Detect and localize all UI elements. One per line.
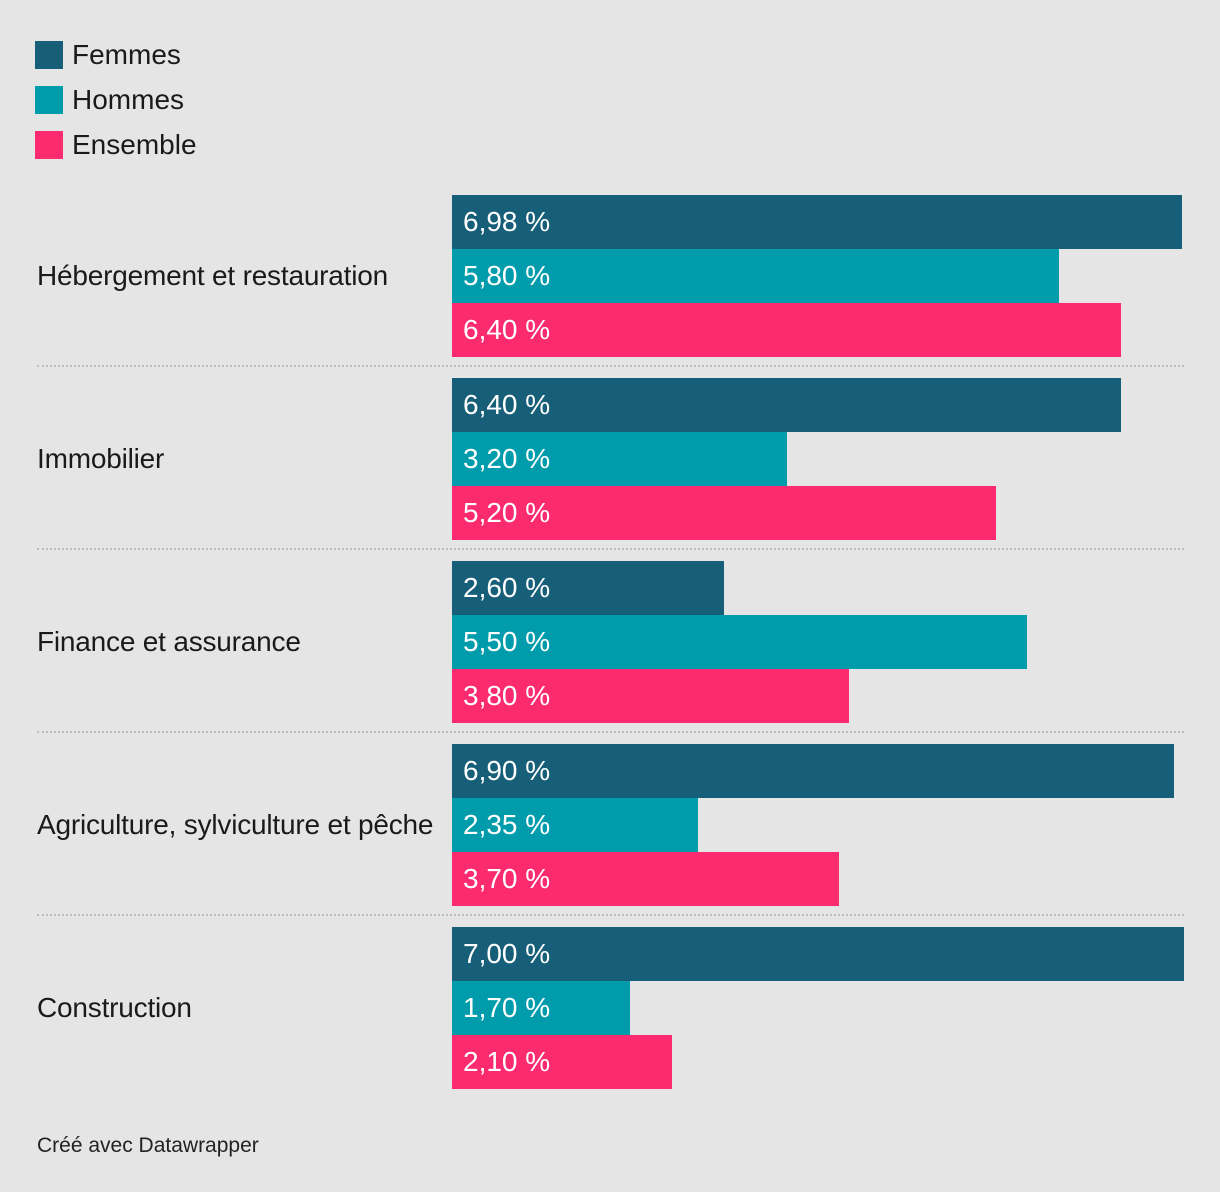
legend-swatch-femmes: [35, 41, 63, 69]
legend: Femmes Hommes Ensemble: [35, 41, 1220, 159]
bar-ensemble: 6,40 %: [452, 303, 1122, 357]
category-label: Hébergement et restauration: [37, 260, 389, 291]
bar-groups: Hébergement et restauration 6,98 % 5,80 % 6…: [0, 195, 1220, 1089]
bar-femmes: 6,40 %: [452, 378, 1122, 432]
category-label: Agriculture, sylviculture et pêche: [37, 809, 434, 840]
bar-ensemble: 3,70 %: [452, 852, 839, 906]
group-separator: [37, 365, 1184, 367]
bar-value-label: 2,35 %: [463, 809, 551, 840]
bar-value-label: 6,98 %: [463, 206, 551, 237]
chart-group-finance-et-assurance: Finance et assurance 2,60 % 5,50 % 3,80 %: [0, 561, 1220, 723]
bar-ensemble: 3,80 %: [452, 669, 850, 723]
bar-value-label: 3,20 %: [463, 443, 551, 474]
bar-femmes: 2,60 %: [452, 561, 724, 615]
bar-hommes: 3,20 %: [452, 432, 787, 486]
category-label: Construction: [37, 992, 192, 1023]
bar-femmes: 7,00 %: [452, 927, 1184, 981]
bar-hommes: 5,50 %: [452, 615, 1028, 669]
datawrapper-attribution[interactable]: Créé avec Datawrapper: [37, 1134, 259, 1157]
bar-value-label: 3,80 %: [463, 680, 551, 711]
bar-value-label: 5,20 %: [463, 497, 551, 528]
legend-item-hommes: Hommes: [35, 86, 1220, 114]
bar-value-label: 6,40 %: [463, 314, 551, 345]
bar-track: 2,60 % 5,50 % 3,80 %: [452, 561, 1184, 723]
group-separator: [37, 914, 1184, 916]
bar-value-label: 5,80 %: [463, 260, 551, 291]
chart-group-construction: Construction 7,00 % 1,70 % 2,10 %: [0, 927, 1220, 1089]
bar-value-label: 2,10 %: [463, 1046, 551, 1077]
legend-label: Hommes: [72, 84, 185, 115]
bar-value-label: 3,70 %: [463, 863, 551, 894]
bar-femmes: 6,90 %: [452, 744, 1174, 798]
group-separator: [37, 548, 1184, 550]
bar-track: 6,40 % 3,20 % 5,20 %: [452, 378, 1184, 540]
bar-hommes: 2,35 %: [452, 798, 698, 852]
legend-item-ensemble: Ensemble: [35, 131, 1220, 159]
category-label: Immobilier: [37, 443, 165, 474]
bar-femmes: 6,98 %: [452, 195, 1182, 249]
bar-value-label: 6,90 %: [463, 755, 551, 786]
group-separator: [37, 731, 1184, 733]
bar-ensemble: 2,10 %: [452, 1035, 672, 1089]
bar-track: 6,98 % 5,80 % 6,40 %: [452, 195, 1184, 357]
legend-label: Femmes: [72, 39, 181, 70]
bar-value-label: 7,00 %: [463, 938, 551, 969]
legend-label: Ensemble: [72, 129, 197, 160]
bar-value-label: 1,70 %: [463, 992, 551, 1023]
bar-value-label: 2,60 %: [463, 572, 551, 603]
chart-group-immobilier: Immobilier 6,40 % 3,20 % 5,20 %: [0, 378, 1220, 540]
bar-ensemble: 5,20 %: [452, 486, 996, 540]
bar-hommes: 1,70 %: [452, 981, 630, 1035]
bar-value-label: 5,50 %: [463, 626, 551, 657]
chart-group-hebergement-et-restauration: Hébergement et restauration 6,98 % 5,80 % 6…: [0, 195, 1220, 357]
category-label: Finance et assurance: [37, 626, 301, 657]
bar-track: 7,00 % 1,70 % 2,10 %: [452, 927, 1184, 1089]
legend-swatch-hommes: [35, 86, 63, 114]
bar-hommes: 5,80 %: [452, 249, 1059, 303]
legend-item-femmes: Femmes: [35, 41, 1220, 69]
chart-group-agriculture-sylviculture-et-peche: Agriculture, sylviculture et pêche 6,90 %…: [0, 744, 1220, 906]
bar-value-label: 6,40 %: [463, 389, 551, 420]
legend-swatch-ensemble: [35, 131, 63, 159]
bar-track: 6,90 % 2,35 % 3,70 %: [452, 744, 1184, 906]
